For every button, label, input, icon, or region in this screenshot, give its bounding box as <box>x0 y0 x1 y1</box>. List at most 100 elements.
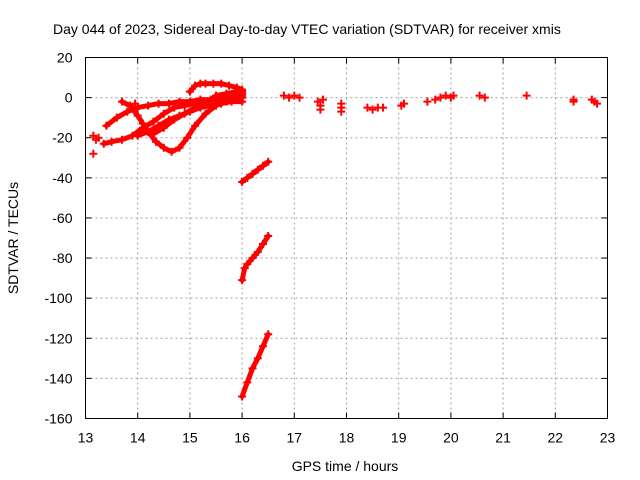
data-point <box>154 99 163 108</box>
data-point <box>102 121 111 130</box>
data-point <box>94 133 103 142</box>
data-point <box>295 93 304 102</box>
data-point <box>159 143 168 152</box>
data-point <box>118 135 127 144</box>
data-point <box>167 147 176 156</box>
data-point <box>222 89 231 98</box>
y-axis-label: SDTVAR / TECUs <box>5 182 21 294</box>
data-point <box>480 93 489 102</box>
data-point <box>217 79 226 88</box>
x-tick-label: 22 <box>548 430 564 446</box>
data-point <box>522 91 531 100</box>
x-tick-label: 13 <box>78 430 94 446</box>
series-arc-g <box>212 87 247 100</box>
data-point <box>201 109 210 118</box>
data-point <box>399 99 408 108</box>
x-tick-label: 16 <box>234 430 250 446</box>
y-tick-label: -20 <box>52 130 72 146</box>
x-tick-label: 23 <box>600 430 616 446</box>
data-point <box>201 79 210 88</box>
data-point <box>285 93 294 102</box>
data-point <box>313 97 322 106</box>
data-point <box>248 169 257 178</box>
data-point <box>183 133 192 142</box>
x-axis-label: GPS time / hours <box>292 458 399 474</box>
data-point <box>191 81 200 90</box>
data-point <box>209 79 218 88</box>
data-point <box>253 354 262 363</box>
data-point <box>431 95 440 104</box>
y-tick-label: 20 <box>57 50 73 66</box>
y-tick-label: -120 <box>44 330 72 346</box>
data-point <box>441 91 450 100</box>
data-point <box>165 99 174 108</box>
data-point <box>449 91 458 100</box>
data-point <box>191 121 200 130</box>
data-point <box>379 103 388 112</box>
data-point <box>253 165 262 174</box>
data-point <box>593 99 602 108</box>
series-ramp-2 <box>238 231 273 285</box>
series-ramp-3 <box>238 330 273 401</box>
data-point <box>363 103 372 112</box>
y-tick-label: 0 <box>65 90 73 106</box>
data-point <box>319 95 328 104</box>
data-point <box>238 392 247 401</box>
data-point <box>180 109 189 118</box>
data-point <box>201 97 210 106</box>
tick-layer: 13 14 15 16 17 18 19 20 21 22 23 -160 -140 -120 -100 -8… <box>44 50 615 446</box>
y-tick-label: -40 <box>52 170 72 186</box>
series-ramp-1 <box>238 157 273 186</box>
data-point <box>185 87 194 96</box>
data-point <box>133 111 142 120</box>
data-point <box>248 364 257 373</box>
x-tick-label: 19 <box>391 430 407 446</box>
data-point <box>337 107 346 116</box>
data-point <box>258 161 267 170</box>
data-point <box>569 97 578 106</box>
data-point <box>258 342 267 351</box>
data-point <box>264 231 273 240</box>
data-point <box>159 123 168 132</box>
data-point <box>279 91 288 100</box>
series-line <box>239 331 271 399</box>
data-point <box>159 109 168 118</box>
grid-layer <box>85 57 608 419</box>
data-point <box>212 91 220 100</box>
data-point <box>89 149 98 158</box>
chart-title: Day 044 of 2023, Sidereal Day-to-day VTE… <box>53 21 561 37</box>
data-point <box>423 97 432 106</box>
data-point <box>133 131 142 140</box>
data-point <box>118 97 127 106</box>
data-point <box>248 254 257 263</box>
data-point <box>99 139 108 148</box>
data-point <box>243 173 252 182</box>
y-tick-label: -60 <box>52 210 72 226</box>
data-point <box>316 105 325 114</box>
data-point <box>436 93 445 102</box>
y-tick-label: -100 <box>44 290 72 306</box>
data-point <box>264 330 273 339</box>
data-point <box>240 264 249 273</box>
data-point <box>191 103 200 112</box>
data-point <box>238 97 247 106</box>
data-point <box>243 260 252 269</box>
y-tick-label: -140 <box>44 370 72 386</box>
data-point <box>227 97 236 106</box>
series-points <box>89 91 602 158</box>
data-point <box>138 119 147 128</box>
data-point <box>225 81 234 90</box>
data-point <box>112 113 121 122</box>
data-point <box>144 127 153 136</box>
x-tick-label: 21 <box>495 430 511 446</box>
data-point <box>149 117 158 126</box>
data-point <box>149 129 158 138</box>
data-point <box>144 101 153 110</box>
x-tick-label: 20 <box>443 430 459 446</box>
data-layer <box>89 79 602 401</box>
data-point <box>89 131 98 140</box>
y-tick-label: -160 <box>44 411 72 427</box>
data-point <box>131 99 140 108</box>
x-tick-label: 18 <box>339 430 355 446</box>
